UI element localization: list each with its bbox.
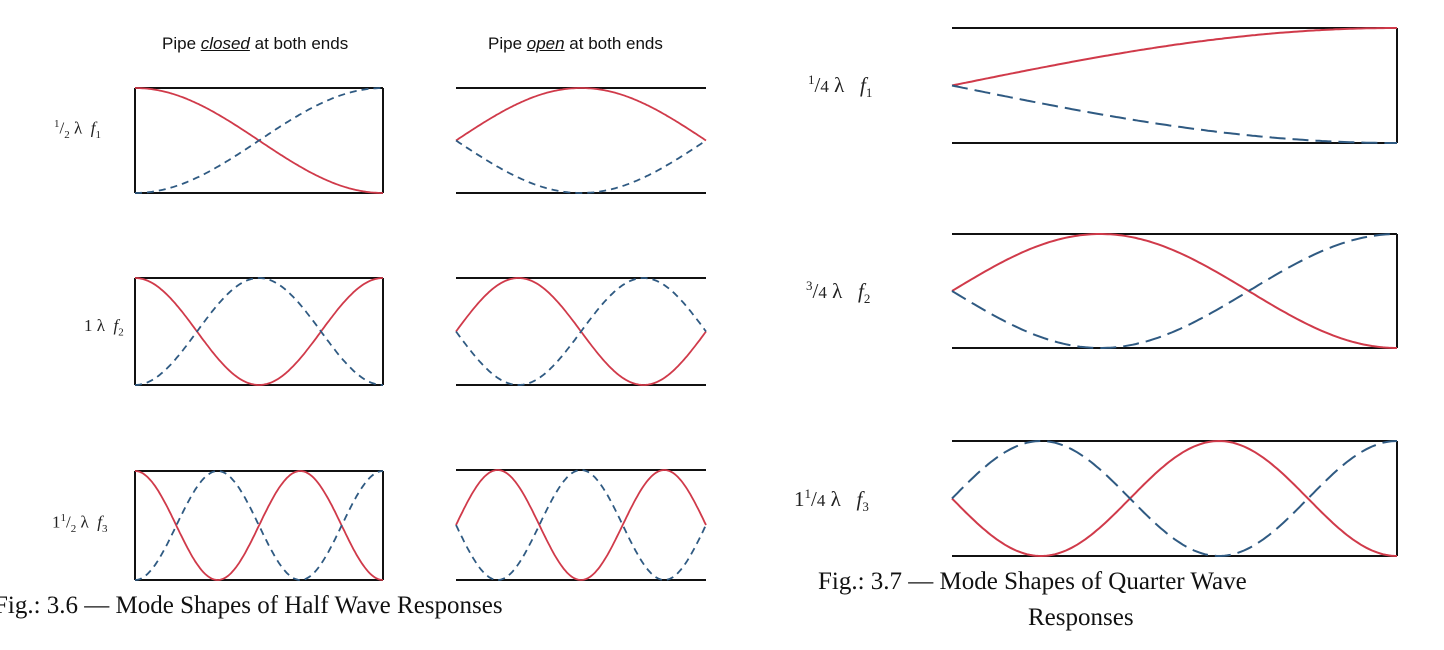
quarter-pipe-1-solid-wave — [951, 27, 1397, 87]
label-one-half-lambda-f3: 11/2 λ f3 — [52, 512, 108, 536]
caption-fig-3-6: Fig.: 3.6 — Mode Shapes of Half Wave Res… — [0, 592, 503, 619]
caption-fig-3-7-line2: Responses — [1028, 604, 1134, 631]
closed-pipe-1-dashed-wave — [135, 87, 383, 194]
open-pipe-1-dashed-wave — [455, 139, 707, 194]
quarter-pipe-1-dashed-wave — [951, 84, 1397, 144]
quarter-pipe-2-dashed-wave — [951, 233, 1397, 349]
closed-pipe-2-solid-wave — [135, 277, 383, 386]
label-one-quarter-lambda-f3: 11/4 λ f3 — [794, 486, 869, 515]
header-closed-both-ends: Pipe closed at both ends — [162, 34, 349, 53]
open-pipe-3-dashed-wave — [455, 469, 707, 581]
closed-pipe-3-solid-wave — [134, 470, 384, 581]
header-open-both-ends: Pipe open at both ends — [488, 34, 663, 53]
quarter-pipe-3-dashed-wave — [951, 439, 1398, 558]
label-half-lambda-f1: 1/2 λ f1 — [54, 118, 101, 142]
closed-pipe-2-dashed-wave — [135, 277, 383, 386]
open-pipe-1-solid-wave — [455, 87, 707, 142]
label-quarter-lambda-f1: 1/4 λ f1 — [808, 72, 873, 101]
label-three-quarter-lambda-f2: 3/4 λ f2 — [806, 278, 871, 307]
quarter-pipe-3-solid-wave — [951, 439, 1398, 558]
open-pipe-2-dashed-wave — [455, 277, 707, 386]
label-one-lambda-f2: 1 λ f2 — [84, 316, 124, 339]
closed-pipe-3-dashed-wave — [134, 470, 384, 581]
caption-fig-3-7-line1: Fig.: 3.7 — Mode Shapes of Quarter Wave — [818, 568, 1247, 595]
open-pipe-3-solid-wave — [455, 469, 707, 581]
quarter-pipe-2-solid-wave — [951, 233, 1397, 349]
